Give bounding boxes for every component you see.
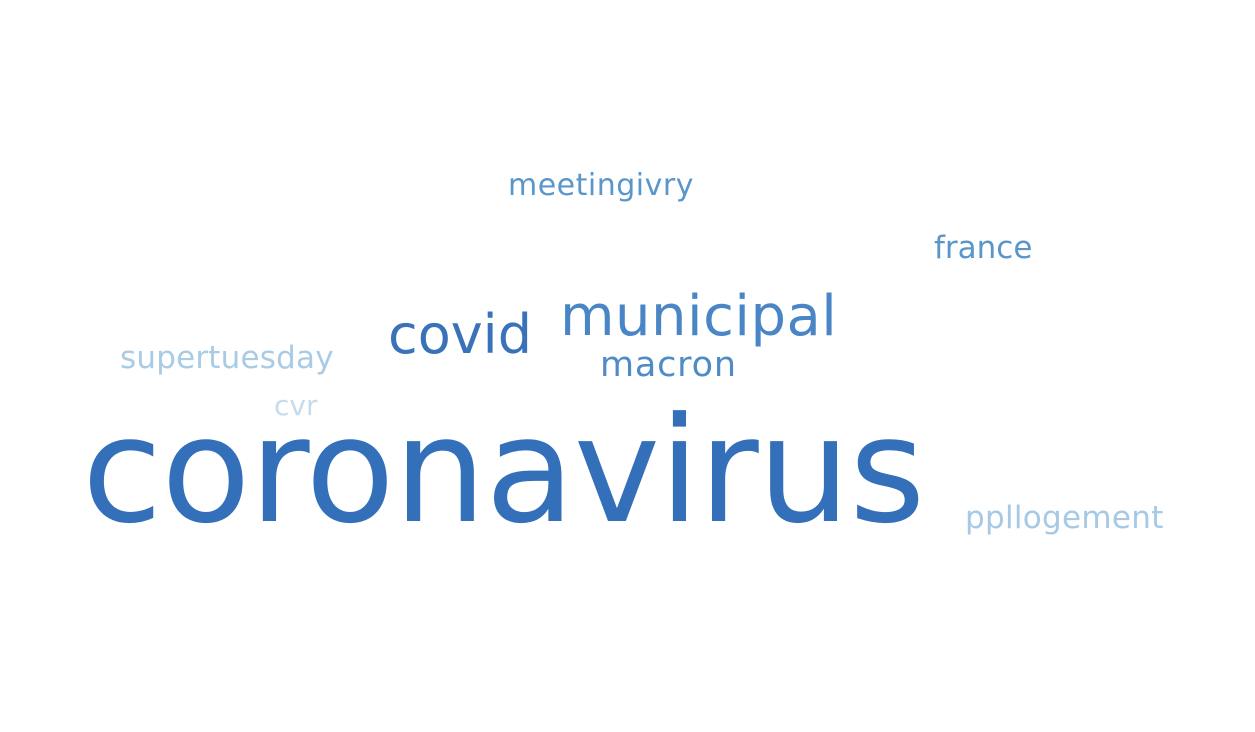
word-macron: macron	[600, 345, 737, 385]
word-coronavirus: coronavirus	[82, 386, 925, 556]
word-cvr: cvr	[274, 389, 318, 422]
word-france: france	[934, 230, 1033, 266]
word-covid: covid	[388, 303, 532, 366]
word-ppllogement: ppllogement	[965, 500, 1164, 536]
word-municipal: municipal	[560, 284, 838, 349]
word-supertuesday: supertuesday	[120, 340, 334, 376]
word-meetingivry: meetingivry	[508, 168, 694, 203]
